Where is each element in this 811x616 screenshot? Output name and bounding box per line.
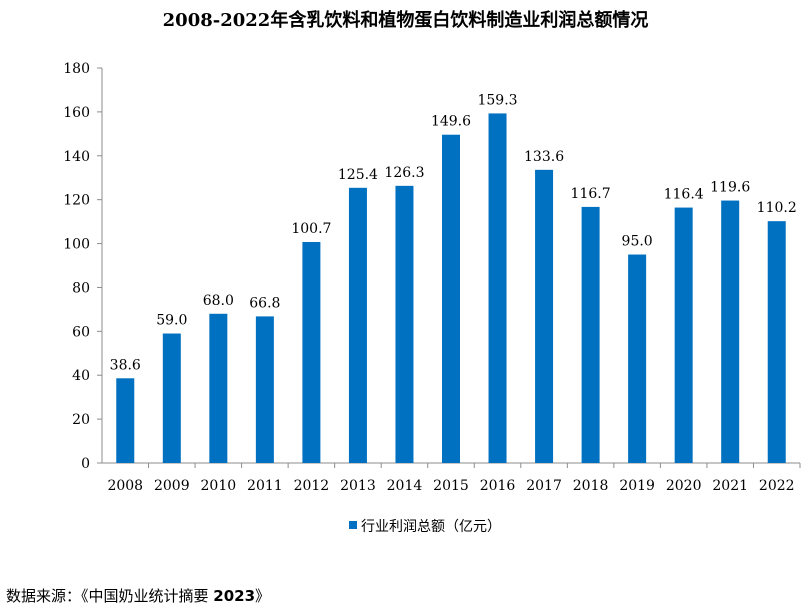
source-year: 2023 bbox=[213, 587, 256, 605]
bar bbox=[442, 134, 460, 463]
data-label: 159.3 bbox=[477, 92, 517, 108]
data-label: 68.0 bbox=[203, 293, 234, 309]
x-tick-label: 2011 bbox=[247, 478, 283, 494]
bar bbox=[674, 207, 693, 463]
x-tick-label: 2013 bbox=[340, 478, 376, 494]
data-label: 116.7 bbox=[571, 186, 611, 202]
y-tick-label: 0 bbox=[81, 456, 90, 472]
bar bbox=[721, 200, 740, 464]
chart-title: 2008-2022年含乳饮料和植物蛋白饮料制造业利润总额情况 bbox=[162, 10, 649, 31]
bar bbox=[395, 185, 414, 463]
x-tick-label: 2015 bbox=[433, 478, 469, 494]
y-tick-label: 80 bbox=[72, 280, 90, 296]
y-tick-label: 160 bbox=[63, 105, 90, 121]
bar bbox=[162, 333, 181, 463]
bar bbox=[581, 206, 600, 464]
y-tick-label: 20 bbox=[72, 412, 90, 428]
x-tick-label: 2018 bbox=[573, 478, 609, 494]
y-tick-label: 120 bbox=[63, 193, 90, 209]
y-tick-label: 60 bbox=[72, 324, 90, 340]
data-source-note: 数据来源：《中国奶业统计摘要 2023》 bbox=[6, 585, 270, 606]
legend-label: 行业利润总额（亿元） bbox=[361, 519, 501, 535]
x-tick-label: 2020 bbox=[666, 478, 702, 494]
x-tick-label: 2010 bbox=[201, 478, 237, 494]
data-label: 100.7 bbox=[291, 221, 331, 237]
data-label: 110.2 bbox=[757, 200, 797, 216]
data-label: 149.6 bbox=[431, 114, 471, 130]
data-label: 126.3 bbox=[384, 165, 424, 181]
data-label: 95.0 bbox=[622, 234, 653, 250]
bar bbox=[255, 316, 274, 463]
y-tick-label: 100 bbox=[63, 237, 90, 253]
bar bbox=[535, 169, 554, 464]
x-tick-label: 2021 bbox=[712, 478, 748, 494]
data-label: 133.6 bbox=[524, 149, 564, 165]
data-label: 119.6 bbox=[710, 180, 750, 196]
bar bbox=[488, 113, 507, 464]
y-tick-label: 140 bbox=[63, 149, 90, 165]
x-tick-label: 2009 bbox=[154, 478, 190, 494]
bar bbox=[209, 313, 228, 463]
x-tick-label: 2022 bbox=[759, 478, 795, 494]
x-tick-label: 2017 bbox=[526, 478, 562, 494]
x-tick-label: 2008 bbox=[107, 478, 143, 494]
bar bbox=[628, 254, 647, 463]
data-label: 116.4 bbox=[664, 187, 704, 203]
legend-swatch bbox=[349, 521, 357, 529]
x-tick-label: 2014 bbox=[387, 478, 423, 494]
x-tick-label: 2019 bbox=[619, 478, 655, 494]
y-tick-label: 180 bbox=[63, 61, 90, 77]
data-label: 66.8 bbox=[249, 295, 280, 311]
x-tick-label: 2016 bbox=[480, 478, 516, 494]
data-label: 38.6 bbox=[110, 357, 141, 373]
y-tick-label: 40 bbox=[72, 368, 90, 384]
bar bbox=[348, 187, 367, 464]
source-suffix: 》 bbox=[255, 587, 271, 605]
bar bbox=[116, 378, 135, 463]
bar bbox=[302, 242, 321, 463]
data-label: 125.4 bbox=[338, 167, 378, 183]
source-prefix: 数据来源：《中国奶业统计摘要 bbox=[6, 587, 214, 605]
x-tick-label: 2012 bbox=[294, 478, 330, 494]
bar bbox=[767, 221, 786, 463]
data-label: 59.0 bbox=[156, 313, 187, 329]
